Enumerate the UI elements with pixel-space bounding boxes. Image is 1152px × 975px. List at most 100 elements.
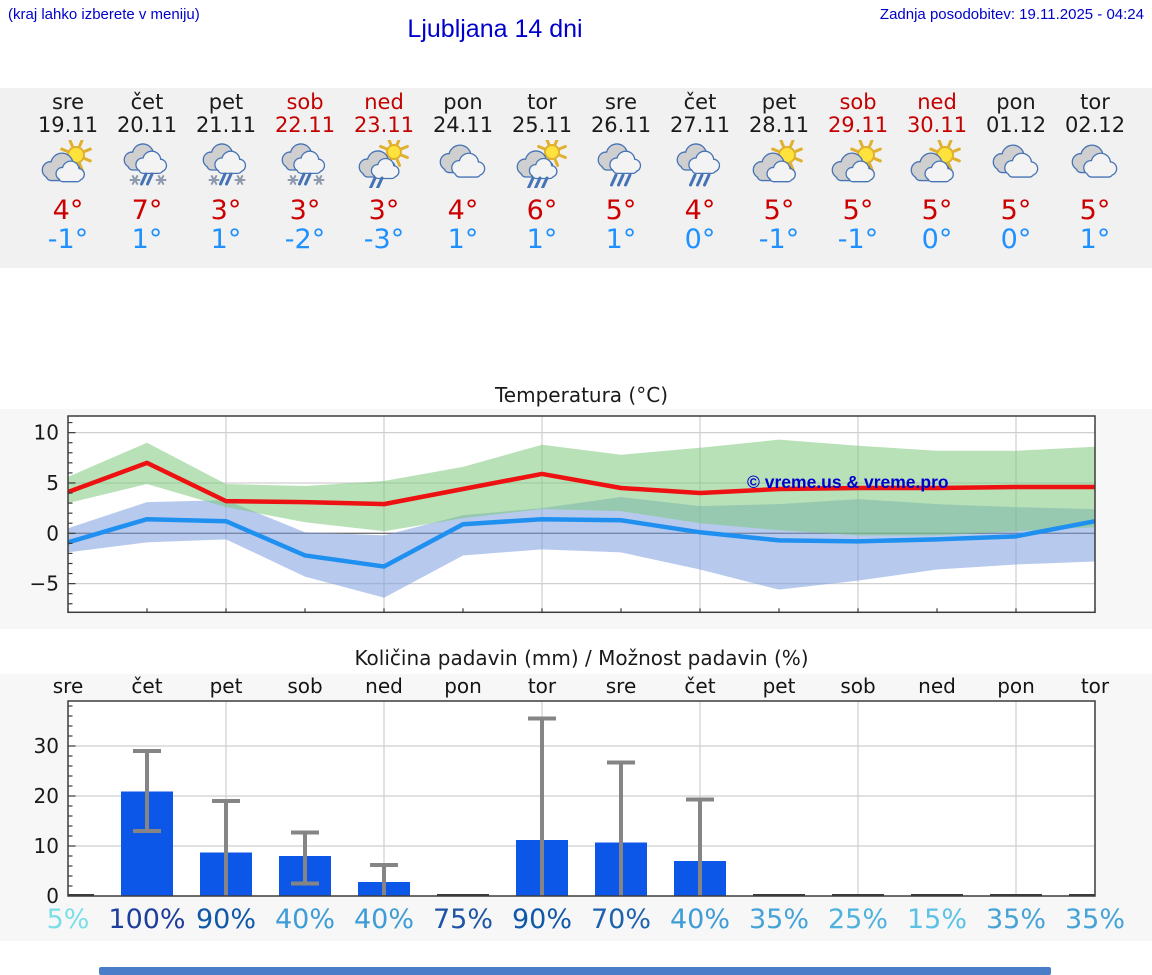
precip-day-label: sob <box>840 674 875 698</box>
precip-probability: 70% <box>591 904 651 935</box>
day-date: 23.11 <box>353 113 415 137</box>
precip-ytick-label: 30 <box>34 734 59 758</box>
precip-probability: 40% <box>275 904 335 935</box>
cloud-rain-snow-icon <box>108 140 187 188</box>
sun-cloud-icon <box>29 139 108 188</box>
low-temp: -1° <box>47 224 89 255</box>
precip-day-label: čet <box>684 674 715 698</box>
high-temp: 7° <box>131 195 163 226</box>
last-updated: Zadnja posodobitev: 19.11.2025 - 04:24 <box>879 6 1144 23</box>
watermark: © vreme.us & vreme.pro <box>747 472 949 492</box>
day-column: čet 27.11 4° 0° <box>661 88 740 255</box>
temp-ytick-label: −5 <box>30 572 59 596</box>
day-date: 20.11 <box>116 113 178 137</box>
day-column: ned 23.11 3° -3° <box>345 88 424 255</box>
precip-probability: 35% <box>1065 904 1125 935</box>
low-temp: 1° <box>526 224 558 255</box>
low-temp: -2° <box>284 224 326 255</box>
sun-cloud-icon <box>819 139 898 188</box>
low-temp: -3° <box>363 224 405 255</box>
precip-probability: 90% <box>512 904 572 935</box>
day-date: 26.11 <box>590 113 652 137</box>
day-name: čet <box>683 90 717 114</box>
low-temp: 1° <box>131 224 163 255</box>
precip-bar <box>1069 894 1095 896</box>
precip-day-label: ned <box>918 674 956 698</box>
precip-bar <box>990 894 1042 896</box>
precip-probability: 75% <box>433 904 493 935</box>
sun-cloud-icon <box>740 139 819 188</box>
precipitation-chart: sre čet pet sob ned pon tor sre čet pet sob ned pon t… <box>0 674 1152 941</box>
cloud-icon <box>977 140 1056 188</box>
day-name: sre <box>604 90 638 114</box>
day-name: tor <box>527 90 557 114</box>
day-column: tor 02.12 5° 1° <box>1056 88 1135 255</box>
day-name: čet <box>130 90 164 114</box>
day-date: 30.11 <box>906 113 968 137</box>
high-temp: 3° <box>289 195 321 226</box>
precipitation-chart-title: Količina padavin (mm) / Možnost padavin … <box>354 646 809 670</box>
day-column: čet 20.11 7° 1° <box>108 88 187 255</box>
min-temperature-line <box>68 516 1095 569</box>
day-column: sob 29.11 5° -1° <box>819 88 898 254</box>
precip-bar <box>911 894 963 896</box>
day-name: pet <box>761 90 797 114</box>
high-temp: 5° <box>763 195 795 226</box>
low-temp: 1° <box>210 224 242 255</box>
forecast-strip: sre 19.11 4° -1° čet 20.11 7° 1° pet 21.11 3° 1° sob… <box>0 88 1152 268</box>
precip-ytick-label: 0 <box>46 884 59 908</box>
horizontal-scrollbar-thumb[interactable] <box>99 967 1051 975</box>
precip-day-label: sre <box>606 674 637 698</box>
day-column: sre 26.11 5° 1° <box>582 88 661 254</box>
day-column: sre 19.11 4° -1° <box>29 88 108 255</box>
day-date: 01.12 <box>985 113 1047 137</box>
day-column: pon 24.11 4° 1° <box>424 88 503 255</box>
precip-probability: 5% <box>47 904 90 935</box>
precip-day-label: čet <box>131 674 162 698</box>
precip-day-label: tor <box>1081 674 1110 698</box>
precip-bar <box>753 894 805 896</box>
day-name: tor <box>1080 90 1110 114</box>
day-name: ned <box>364 90 404 114</box>
cloud-icon <box>1056 140 1135 188</box>
low-temp: 0° <box>684 224 716 255</box>
precip-day-label: ned <box>365 674 403 698</box>
precip-probability: 40% <box>354 904 414 935</box>
high-temp: 3° <box>210 195 242 226</box>
low-temp: 1° <box>447 224 479 255</box>
precip-probability: 100% <box>108 904 185 935</box>
high-temp: 5° <box>842 195 874 226</box>
day-date: 29.11 <box>827 113 889 137</box>
sun-cloud-rain-icon <box>345 137 424 190</box>
cloud-rain-icon <box>582 140 661 188</box>
day-column: ned 30.11 5° 0° <box>898 88 977 254</box>
precip-day-label: pet <box>210 674 243 698</box>
precip-day-label: pet <box>763 674 796 698</box>
day-date: 19.11 <box>37 113 99 137</box>
precip-probability: 90% <box>196 904 256 935</box>
high-temp: 3° <box>368 195 400 226</box>
day-name: ned <box>917 90 957 114</box>
precip-ytick-label: 20 <box>34 784 59 808</box>
day-name: sob <box>839 90 877 114</box>
day-name: pet <box>208 90 244 114</box>
high-temp: 6° <box>526 195 558 226</box>
cloud-rain-icon <box>661 140 740 188</box>
day-column: pon 01.12 5° 0° <box>977 88 1056 254</box>
precip-day-label: sre <box>53 674 84 698</box>
page-title: Ljubljana 14 dni <box>407 15 583 43</box>
max-temperature-line <box>68 460 1095 507</box>
day-name: sre <box>51 90 85 114</box>
precip-probability: 40% <box>670 904 730 935</box>
precip-probability: 35% <box>749 904 809 935</box>
temp-ytick-label: 5 <box>46 471 59 495</box>
day-name: sob <box>286 90 324 114</box>
precip-bar <box>437 894 489 896</box>
day-date: 27.11 <box>669 113 731 137</box>
temp-ytick-label: 0 <box>46 521 59 545</box>
low-temp: 1° <box>1079 224 1111 255</box>
sun-cloud-showers-icon <box>503 137 582 190</box>
menu-hint: (kraj lahko izberete v meniju) <box>8 6 200 23</box>
precip-ytick-label: 10 <box>34 834 59 858</box>
max-uncertainty-band <box>68 439 1095 536</box>
